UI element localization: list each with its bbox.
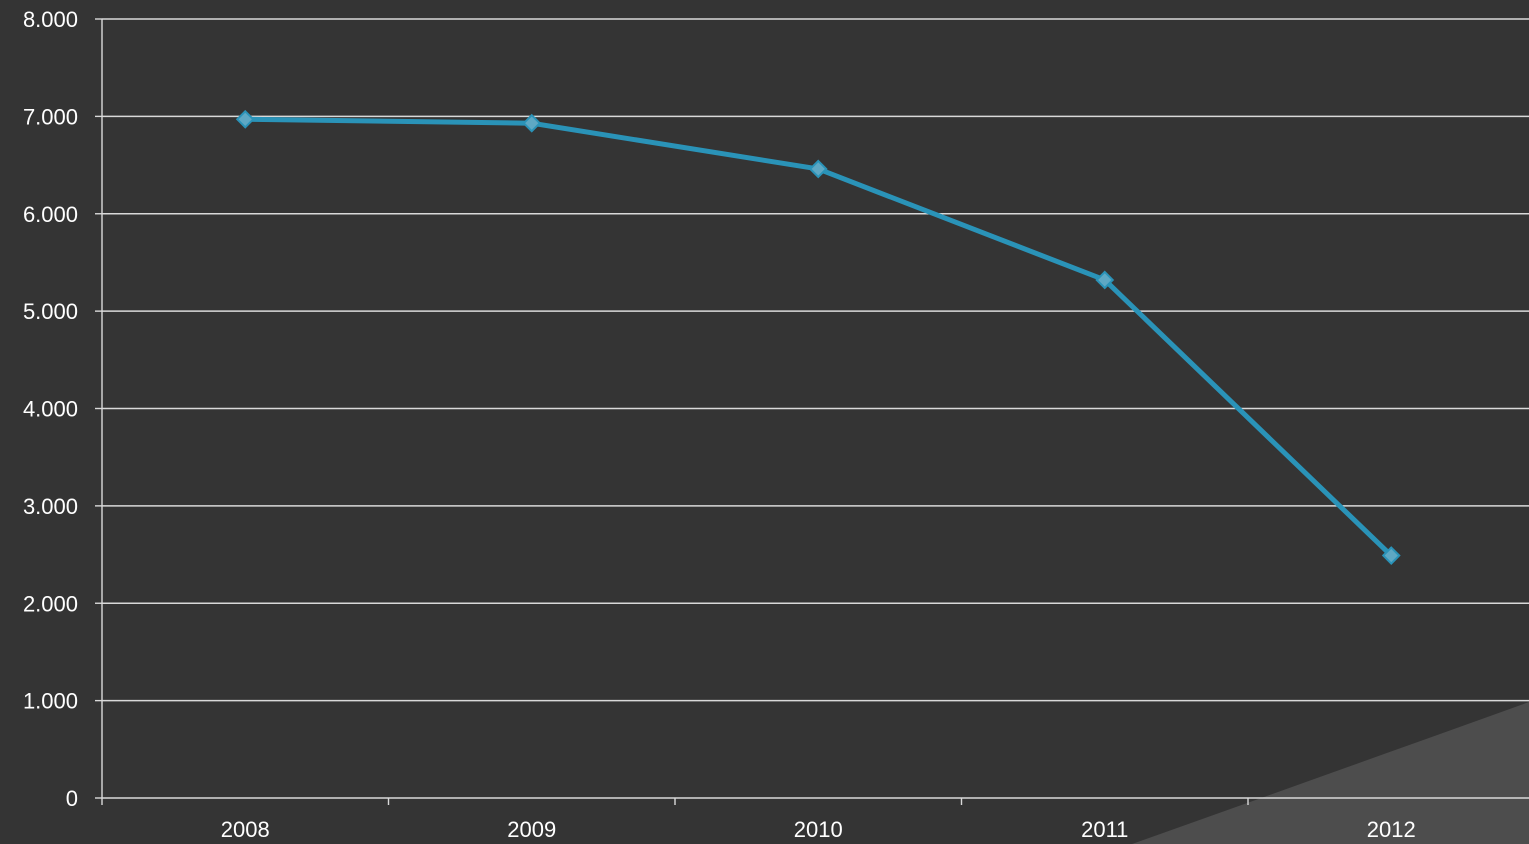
y-tick-label: 1.000 xyxy=(23,689,78,714)
y-tick-label: 6.000 xyxy=(23,202,78,227)
x-tick-label: 2009 xyxy=(507,817,556,842)
y-tick-label: 4.000 xyxy=(23,397,78,422)
decorative-corner-shape xyxy=(1132,702,1529,844)
data-point-marker xyxy=(235,109,255,129)
data-point-marker xyxy=(1381,546,1401,565)
axes xyxy=(95,18,1529,805)
y-tick-label: 3.000 xyxy=(23,494,78,519)
gridlines xyxy=(102,18,1529,702)
x-tick-label: 2011 xyxy=(1081,817,1128,842)
data-series xyxy=(235,109,1401,565)
y-tick-label: 5.000 xyxy=(23,299,78,324)
y-axis-tick-labels: 0 1.000 2.000 3.000 4.000 5.000 6.000 7.000 8.00… xyxy=(23,7,78,811)
x-tick-label: 2012 xyxy=(1367,817,1416,842)
x-tick-label: 2008 xyxy=(221,817,270,842)
y-tick-label: 7.000 xyxy=(23,104,78,129)
y-tick-label: 2.000 xyxy=(23,591,78,616)
y-tick-label: 8.000 xyxy=(23,7,78,32)
data-point-marker xyxy=(1095,270,1115,290)
y-tick-label: 0 xyxy=(66,786,78,811)
x-axis-tick-labels: 2008 2009 2010 2011 2012 xyxy=(221,817,1416,842)
data-point-marker xyxy=(522,113,542,133)
x-tick-label: 2010 xyxy=(794,817,843,842)
data-point-marker xyxy=(808,159,828,179)
